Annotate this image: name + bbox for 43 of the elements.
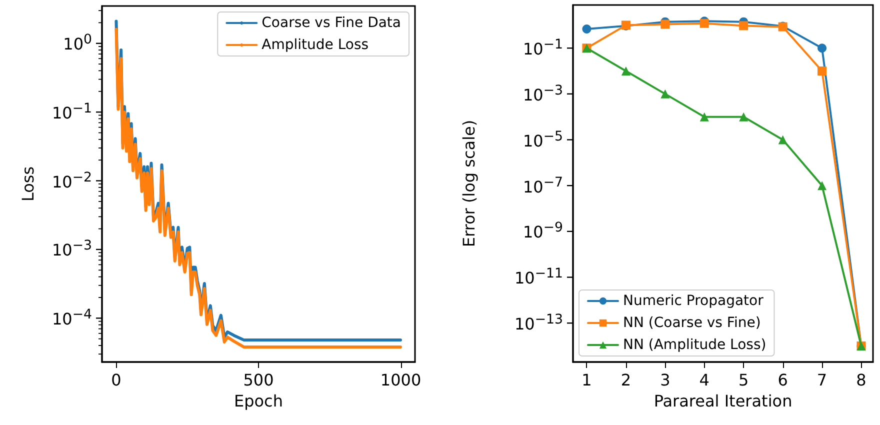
y-tick-label: 10$^{−9}$	[522, 220, 563, 242]
x-tick-label: 500	[243, 370, 274, 390]
legend-label: NN (Amplitude Loss)	[623, 337, 766, 353]
x-tick-label: 7	[816, 370, 828, 390]
y-tick-label: 10$^{−7}$	[522, 174, 563, 196]
point	[582, 24, 592, 34]
point	[739, 112, 748, 122]
x-tick-label: 8	[856, 370, 866, 390]
x-tick-label: 1000	[380, 370, 422, 390]
point	[739, 21, 748, 30]
y-tick-label: 10$^{−11}$	[514, 266, 563, 288]
point	[700, 112, 709, 122]
x-axis-title: Parareal Iteration	[654, 391, 792, 410]
y-tick-label: 10$^{−4}$	[52, 307, 92, 329]
x-tick-label: 4	[699, 370, 710, 390]
x-tick-label: 6	[778, 370, 788, 390]
legend-label: Amplitude Loss	[262, 37, 369, 53]
point	[818, 66, 827, 76]
y-tick-label: 10$^{−3}$	[52, 238, 92, 260]
legend-label: Numeric Propagator	[623, 293, 764, 309]
x-tick-label: 5	[738, 370, 749, 390]
legend-label: NN (Coarse vs Fine)	[623, 315, 761, 331]
y-tick-label: 10$^{−3}$	[522, 83, 563, 105]
y-axis-title: Loss	[18, 166, 38, 202]
x-tick-label: 3	[660, 370, 670, 390]
y-tick-label: 10$^{−1}$	[52, 101, 92, 123]
x-axis-title: Epoch	[234, 391, 283, 410]
y-tick-label: 10$^{0}$	[63, 32, 92, 54]
y-axis-title: Error (log scale)	[460, 120, 478, 248]
point	[818, 181, 827, 190]
point	[621, 66, 630, 76]
point	[778, 135, 788, 144]
y-tick-label: 10$^{−2}$	[52, 170, 92, 192]
y-tick-label: 10$^{−5}$	[522, 129, 563, 150]
x-tick-label: 0	[111, 370, 122, 390]
y-tick-label: 10$^{−1}$	[522, 37, 563, 59]
x-tick-label: 2	[620, 370, 632, 390]
point	[660, 20, 670, 29]
point	[818, 44, 827, 53]
y-tick-label: 10$^{−13}$	[514, 312, 563, 334]
legend-label: Coarse vs Fine Data	[262, 15, 402, 31]
x-tick-label: 1	[582, 370, 592, 390]
point	[660, 89, 670, 98]
